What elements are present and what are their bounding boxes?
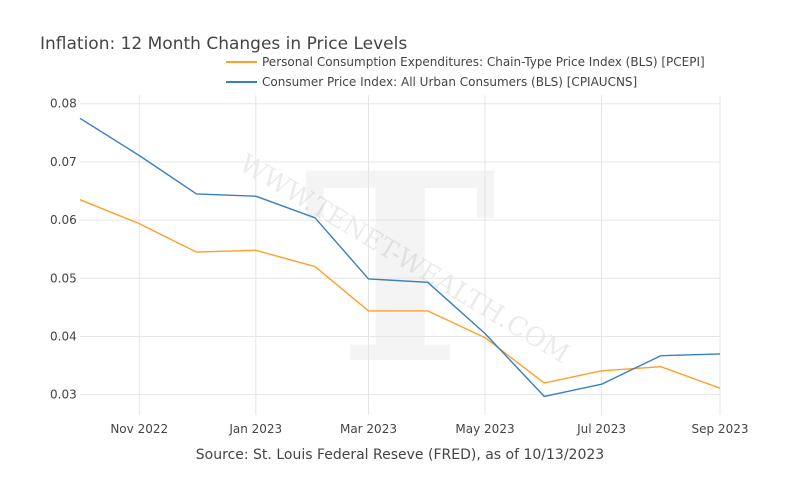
series-lines: [79, 117, 721, 398]
legend-item-pcepi[interactable]: Personal Consumption Expenditures: Chain…: [226, 52, 705, 72]
legend-swatch-cpiaucns: [226, 81, 257, 83]
x-axis: Nov 2022 Jan 2023 Mar 2023 May 2023 Jul 2023…: [110, 422, 748, 436]
series-line-pcepi[interactable]: [79, 199, 721, 389]
gridlines: [80, 95, 721, 415]
y-tick-label: 0.03: [50, 388, 77, 402]
watermark-letter: T: [303, 117, 496, 422]
y-tick-label: 0.07: [50, 155, 77, 169]
source-footer: Source: St. Louis Federal Reseve (FRED),…: [195, 447, 605, 463]
y-tick-label: 0.08: [50, 97, 77, 111]
x-tick-label: Mar 2023: [340, 422, 397, 436]
series-line-cpiaucns[interactable]: [79, 117, 721, 398]
x-tick-label: Jul 2023: [576, 422, 626, 436]
x-tick-label: Nov 2022: [110, 422, 168, 436]
y-tick-label: 0.04: [50, 329, 77, 343]
watermark: T WWW.TENET-WEALTH.COM: [234, 117, 574, 422]
chart-title: Inflation: 12 Month Changes in Price Lev…: [40, 34, 408, 54]
chart-legend: Personal Consumption Expenditures: Chain…: [226, 52, 705, 92]
legend-label-pcepi: Personal Consumption Expenditures: Chain…: [262, 55, 705, 69]
y-axis: 0.03 0.04 0.05 0.06 0.07 0.08: [50, 97, 77, 402]
legend-label-cpiaucns: Consumer Price Index: All Urban Consumer…: [262, 75, 638, 89]
legend-swatch-pcepi: [226, 61, 257, 63]
x-tick-label: May 2023: [455, 422, 514, 436]
y-tick-label: 0.06: [50, 213, 77, 227]
y-tick-label: 0.05: [50, 271, 77, 285]
legend-item-cpiaucns[interactable]: Consumer Price Index: All Urban Consumer…: [226, 72, 705, 92]
x-tick-label: Jan 2023: [228, 422, 282, 436]
x-tick-label: Sep 2023: [692, 422, 749, 436]
